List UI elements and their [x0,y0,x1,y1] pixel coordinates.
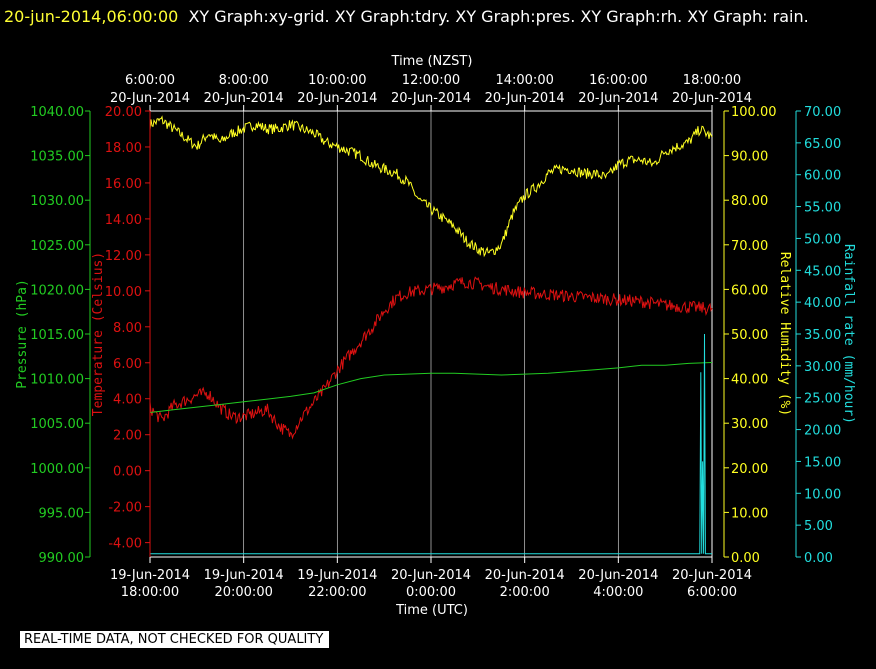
temperature-axis-title: Temperature (Celsius) [91,252,106,416]
pressure-tick-label: 1010.00 [30,373,84,388]
series-line-pres [149,362,713,413]
rain-tick-label: 40.00 [804,296,841,311]
humidity-tick-label: 0.00 [731,551,760,566]
timestamp: 20-jun-2014,06:00:00 [4,7,179,26]
rain-tick-label: 45.00 [804,264,841,279]
rain-tick-label: 20.00 [804,424,841,439]
pressure-axis-title: Pressure (hPa) [15,279,30,389]
bottom-axis-title: Time (UTC) [395,603,468,618]
bottom-tick-label: 20-Jun-2014 [391,568,471,583]
top-tick-label: 20-Jun-2014 [578,91,658,106]
humidity-axis-title: Relative Humidity (%) [777,252,792,416]
top-tick-label: 20-Jun-2014 [391,91,471,106]
bottom-tick-label: 0:00:00 [406,585,456,600]
disclaimer-label: REAL-TIME DATA, NOT CHECKED FOR QUALITY [20,631,330,648]
humidity-tick-label: 30.00 [731,417,768,432]
series-line-tdry [149,276,713,440]
temperature-tick-label: 14.00 [105,213,142,228]
pressure-tick-label: 1015.00 [30,328,84,343]
humidity-tick-label: 90.00 [731,150,768,165]
bottom-tick-label: 18:00:00 [121,585,179,600]
humidity-tick-label: 100.00 [731,105,777,120]
top-tick-label: 12:00:00 [402,73,460,88]
top-tick-label: 10:00:00 [308,73,366,88]
rain-tick-label: 65.00 [804,137,841,152]
rain-tick-label: 15.00 [804,455,841,470]
humidity-tick-label: 50.00 [731,328,768,343]
temperature-tick-label: 4.00 [113,393,142,408]
series-line-rh [149,115,713,258]
humidity-tick-label: 10.00 [731,506,768,521]
bottom-tick-label: 19-Jun-2014 [204,568,284,583]
top-tick-label: 18:00:00 [683,73,741,88]
humidity-tick-label: 20.00 [731,462,768,477]
top-tick-label: 20-Jun-2014 [485,91,565,106]
temperature-tick-label: 6.00 [113,357,142,372]
series-group [149,115,713,555]
temperature-tick-label: 16.00 [105,177,142,192]
bottom-tick-label: 4:00:00 [593,585,643,600]
bottom-tick-label: 20:00:00 [214,585,272,600]
rain-tick-label: 30.00 [804,360,841,375]
rain-tick-label: 55.00 [804,201,841,216]
bottom-tick-label: 20-Jun-2014 [578,568,658,583]
bottom-tick-label: 20-Jun-2014 [485,568,565,583]
grid [149,110,713,558]
temperature-tick-label: 10.00 [105,285,142,300]
series-line-rain [150,333,712,555]
rain-tick-label: 25.00 [804,392,841,407]
humidity-tick-label: 70.00 [731,239,768,254]
top-tick-label: 20-Jun-2014 [110,91,190,106]
top-tick-label: 20-Jun-2014 [297,91,377,106]
temperature-tick-label: -4.00 [108,537,142,552]
top-tick-label: 16:00:00 [589,73,647,88]
pressure-tick-label: 1040.00 [30,105,84,120]
rain-tick-label: 50.00 [804,232,841,247]
rain-tick-label: 60.00 [804,169,841,184]
rain-tick-label: 70.00 [804,105,841,120]
humidity-tick-label: 40.00 [731,373,768,388]
temperature-tick-label: 12.00 [105,249,142,264]
top-tick-label: 14:00:00 [495,73,553,88]
rain-tick-label: 0.00 [804,551,833,566]
rain-axis-title: Rainfall rate (mm/hour) [841,244,856,424]
axes: 6:00:00 20-Jun-2014 8:00:00 20-Jun-2014 10:0… [15,54,856,618]
top-tick-label: 8:00:00 [219,73,269,88]
bottom-tick-label: 20-Jun-2014 [672,568,752,583]
pressure-tick-label: 1025.00 [30,239,84,254]
temperature-tick-label: 20.00 [105,105,142,120]
pressure-tick-label: 1030.00 [30,194,84,209]
bottom-tick-label: 2:00:00 [500,585,550,600]
bottom-tick-label: 19-Jun-2014 [297,568,377,583]
top-axis-title: Time (NZST) [391,54,473,69]
temperature-tick-label: 0.00 [113,465,142,480]
pressure-tick-label: 990.00 [39,551,85,566]
humidity-tick-label: 80.00 [731,194,768,209]
rain-tick-label: 10.00 [804,487,841,502]
graph-title: XY Graph:xy-grid. XY Graph:tdry. XY Grap… [188,7,809,26]
bottom-tick-label: 19-Jun-2014 [110,568,190,583]
bottom-tick-label: 6:00:00 [687,585,737,600]
top-tick-label: 6:00:00 [125,73,175,88]
temperature-tick-label: 18.00 [105,141,142,156]
pressure-tick-label: 995.00 [39,506,85,521]
temperature-tick-label: 8.00 [113,321,142,336]
top-tick-label: 20-Jun-2014 [672,91,752,106]
temperature-tick-label: -2.00 [108,501,142,516]
pressure-tick-label: 1005.00 [30,417,84,432]
rain-tick-label: 5.00 [804,519,833,534]
temperature-tick-label: 2.00 [113,429,142,444]
pressure-tick-label: 1000.00 [30,462,84,477]
top-tick-label: 20-Jun-2014 [204,91,284,106]
humidity-tick-label: 60.00 [731,283,768,298]
pressure-tick-label: 1035.00 [30,150,84,165]
window-title-bar: 20-jun-2014,06:00:00 XY Graph:xy-grid. X… [4,2,864,31]
bottom-tick-label: 22:00:00 [308,585,366,600]
pressure-tick-label: 1020.00 [30,283,84,298]
rain-tick-label: 35.00 [804,328,841,343]
